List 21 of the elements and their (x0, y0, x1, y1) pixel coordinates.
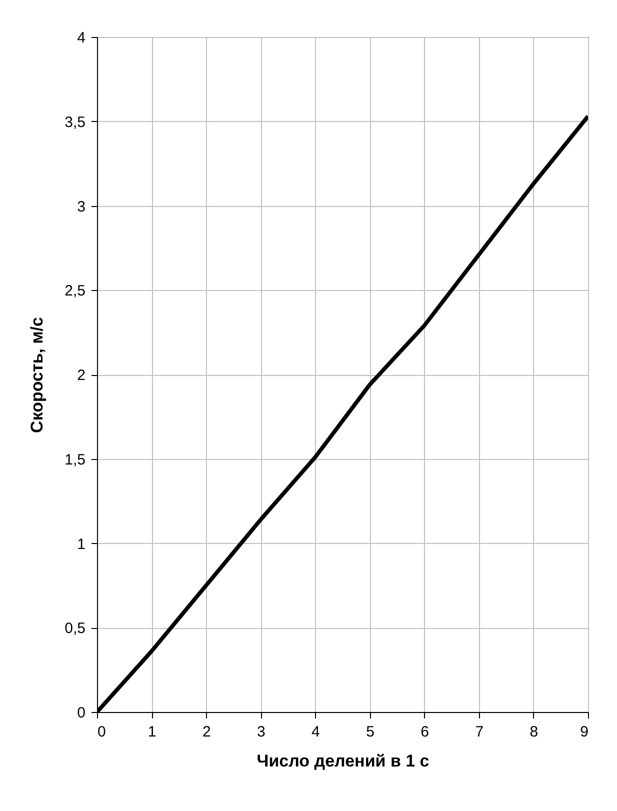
y-tick-label: 1,5 (64, 451, 86, 468)
x-tick-label: 4 (312, 724, 320, 740)
y-tick-label: 2 (77, 367, 86, 384)
x-tick-label: 1 (148, 724, 156, 740)
x-tick-label: 3 (256, 724, 266, 740)
x-tick-label: 8 (530, 724, 538, 740)
x-tick-label: 0 (98, 724, 106, 740)
y-tick-label: 2,5 (64, 282, 86, 300)
y-tick-label: 3,5 (64, 114, 86, 131)
y-tick-label: 3 (77, 198, 86, 216)
y-tick-label: 0,5 (64, 620, 86, 638)
x-tick-label: 7 (475, 724, 484, 740)
y-axis-title: Скорость, м/с (28, 317, 47, 433)
x-tick-label: 5 (366, 724, 374, 740)
x-axis-title: Число делений в 1 с (256, 752, 430, 770)
y-tick-label: 1 (77, 536, 86, 553)
x-tick-label: 9 (580, 724, 588, 740)
y-tick-label: 4 (77, 30, 86, 46)
x-tick-label: 2 (202, 724, 211, 740)
x-tick-label: 6 (420, 724, 430, 740)
y-tick-label: 0 (77, 704, 86, 722)
